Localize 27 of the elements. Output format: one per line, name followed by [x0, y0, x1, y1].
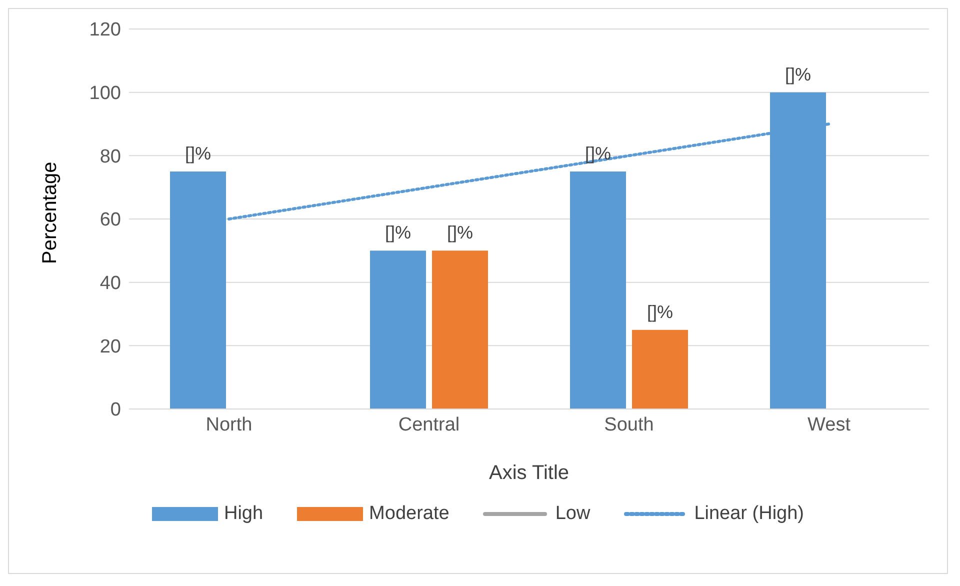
y-tick-label: 100 — [89, 83, 121, 104]
bar — [370, 250, 426, 409]
data-label: []% — [184, 144, 212, 164]
x-tick-label: South — [604, 414, 654, 436]
y-tick-label: 0 — [110, 400, 121, 421]
y-axis-title: Percentage — [39, 162, 62, 264]
bar — [570, 172, 626, 409]
x-axis-title: Axis Title — [488, 462, 570, 484]
data-label: []% — [584, 144, 612, 164]
data-label: []% — [446, 222, 474, 243]
y-tick-label: 60 — [100, 210, 121, 231]
y-tick-label: 120 — [89, 20, 121, 41]
legend-label: Moderate — [369, 503, 450, 525]
data-label: []% — [646, 302, 674, 322]
legend-label: Linear (High) — [694, 503, 804, 525]
bar — [432, 250, 488, 409]
y-tick-label: 20 — [100, 336, 121, 358]
legend-label: Low — [555, 503, 590, 525]
y-tick-label: 40 — [100, 273, 121, 294]
bar — [632, 330, 688, 409]
x-tick-label: Central — [398, 414, 460, 436]
x-tick-label: West — [808, 414, 852, 436]
legend-label: High — [224, 503, 264, 525]
x-tick-label: North — [206, 414, 252, 436]
data-label: []% — [784, 64, 812, 84]
data-label: []% — [384, 222, 412, 243]
y-tick-label: 80 — [100, 146, 121, 168]
